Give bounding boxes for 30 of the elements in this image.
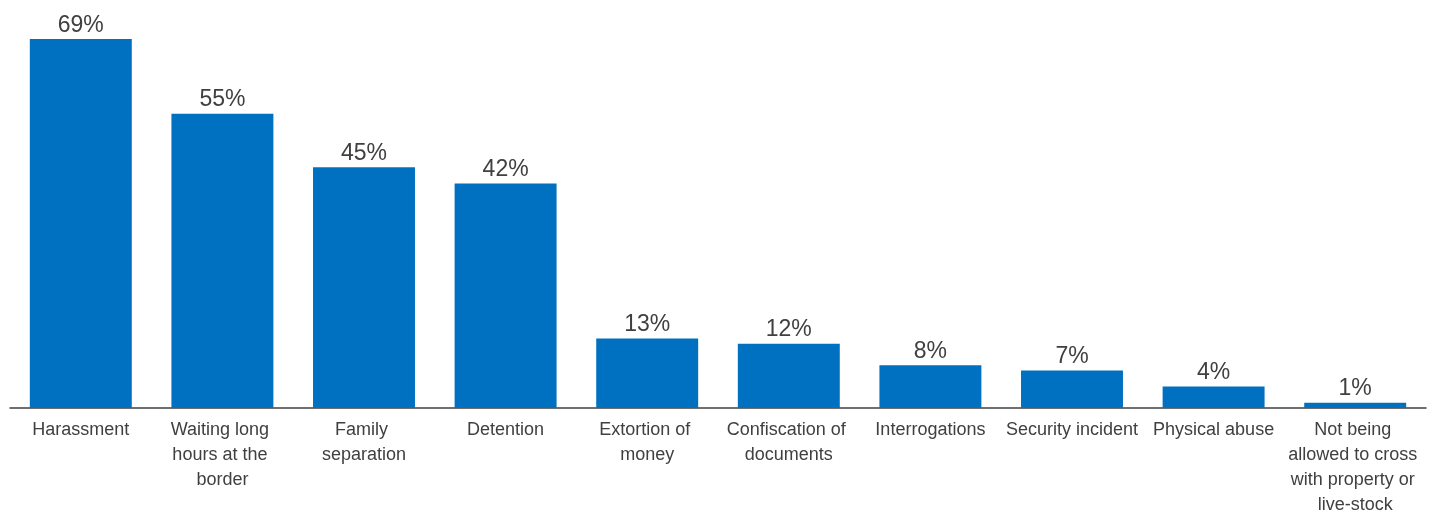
data-label: 55% <box>199 85 246 112</box>
bar <box>1304 402 1407 408</box>
x-tick-label: Interrogations <box>875 418 986 439</box>
x-tick-label: Family separation <box>321 418 407 464</box>
bar <box>454 183 557 408</box>
x-tick-label: Physical abuse <box>1153 418 1275 439</box>
data-label: 69% <box>57 10 104 37</box>
bar <box>596 338 699 408</box>
data-label: 13% <box>624 309 671 336</box>
x-tick-label: Harassment <box>32 418 130 439</box>
x-tick-label: Not being allowed to cross with property or live-stock <box>1288 418 1423 514</box>
data-label: 7% <box>1055 342 1089 369</box>
x-tick-label: Security incident <box>1005 418 1139 439</box>
data-label: 42% <box>482 154 529 181</box>
data-label: 4% <box>1196 358 1231 385</box>
data-label: 45% <box>340 138 388 165</box>
bar <box>171 113 274 408</box>
x-tick-label: Extortion of money <box>599 418 696 464</box>
bar <box>737 343 840 408</box>
bar <box>879 365 982 408</box>
bar <box>313 167 415 408</box>
data-label: 12% <box>765 315 812 342</box>
bar <box>1021 370 1123 408</box>
bar <box>1162 386 1265 408</box>
x-tick-label: Confiscation of documents <box>726 418 851 464</box>
x-tick-label: Waiting long hours at the border <box>170 418 275 489</box>
data-label: 8% <box>913 336 948 363</box>
data-label: 1% <box>1338 374 1372 401</box>
bar <box>29 39 132 408</box>
x-tick-label: Detention <box>467 418 545 439</box>
